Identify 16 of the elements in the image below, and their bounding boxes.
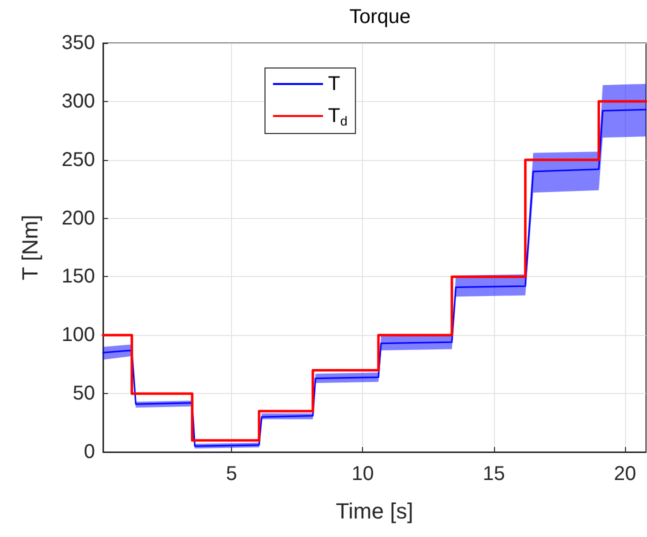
- x-tick-label: 10: [352, 463, 374, 485]
- y-tick-label: 300: [62, 90, 95, 112]
- y-tick-label: 0: [84, 441, 95, 463]
- y-tick-label: 350: [62, 32, 95, 54]
- y-tick-label: 150: [62, 266, 95, 288]
- chart-title: Torque: [349, 6, 411, 28]
- x-axis-title: Time [s]: [336, 498, 414, 524]
- y-tick-label: 50: [72, 382, 95, 405]
- x-tick-label: 15: [482, 463, 505, 485]
- legend-label: T: [328, 73, 340, 95]
- y-axis-title: T [Nm]: [18, 214, 42, 280]
- x-tick-label: 5: [226, 463, 238, 485]
- x-tick-label: 20: [614, 463, 636, 485]
- y-tick-label: 200: [62, 207, 95, 230]
- y-tick-label: 250: [62, 148, 95, 171]
- y-tick-label: 100: [62, 324, 95, 346]
